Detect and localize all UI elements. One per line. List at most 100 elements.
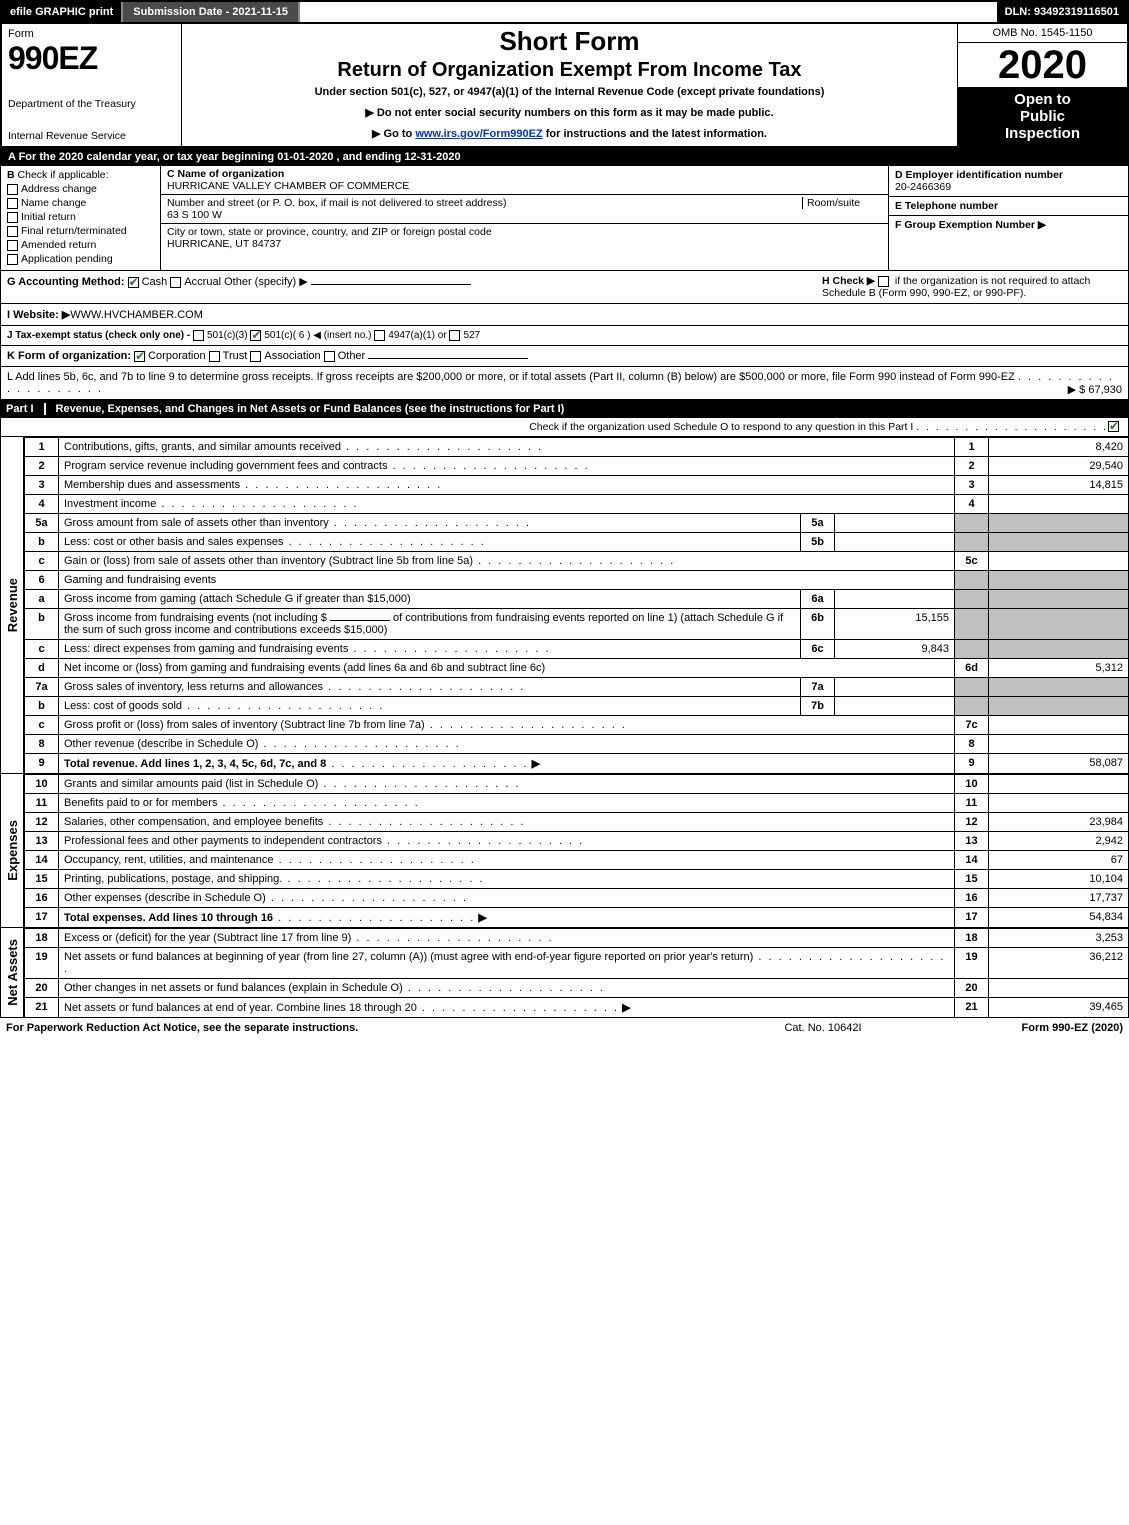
goto-link[interactable]: www.irs.gov/Form990EZ (415, 128, 542, 140)
final-checkbox[interactable] (7, 226, 18, 237)
r5c-amt (989, 552, 1129, 571)
k-trust: Trust (223, 350, 248, 362)
r2-desc: Program service revenue including govern… (59, 457, 955, 476)
r4-col: 4 (955, 495, 989, 514)
app-checkbox[interactable] (7, 254, 18, 265)
row-10: 10Grants and similar amounts paid (list … (25, 775, 1129, 794)
h-label: H Check ▶ (822, 275, 875, 287)
initial-label: Initial return (21, 211, 76, 223)
initial-checkbox[interactable] (7, 212, 18, 223)
r16-desc: Other expenses (describe in Schedule O) (59, 889, 955, 908)
expenses-vlabel: Expenses (0, 774, 24, 928)
header-left: Form 990EZ Department of the Treasury In… (2, 24, 182, 146)
h-checkbox[interactable] (878, 276, 889, 287)
row-9: 9Total revenue. Add lines 1, 2, 3, 4, 5c… (25, 754, 1129, 774)
r6d-num: d (25, 659, 59, 678)
row-5c: cGain or (loss) from sale of assets othe… (25, 552, 1129, 571)
r5a-sub: 5a (801, 514, 835, 533)
row-7a: 7aGross sales of inventory, less returns… (25, 678, 1129, 697)
row-11: 11Benefits paid to or for members11 (25, 794, 1129, 813)
row-6b: bGross income from fundraising events (n… (25, 609, 1129, 640)
e-cell: E Telephone number (889, 197, 1128, 216)
revenue-section: Revenue 1Contributions, gifts, grants, a… (0, 437, 1129, 774)
row-14: 14Occupancy, rent, utilities, and mainte… (25, 851, 1129, 870)
cash-checkbox[interactable] (128, 277, 139, 288)
r6b-gray2 (989, 609, 1129, 640)
r6a-gray2 (989, 590, 1129, 609)
top-bar: efile GRAPHIC print Submission Date - 20… (0, 0, 1129, 24)
e-label: E Telephone number (895, 200, 1122, 212)
netassets-table: 18Excess or (deficit) for the year (Subt… (24, 928, 1129, 1018)
name-checkbox[interactable] (7, 198, 18, 209)
accrual-checkbox[interactable] (170, 277, 181, 288)
r11-desc: Benefits paid to or for members (59, 794, 955, 813)
r12-desc: Salaries, other compensation, and employ… (59, 813, 955, 832)
r16-num: 16 (25, 889, 59, 908)
final-label: Final return/terminated (21, 225, 127, 237)
addr-checkbox[interactable] (7, 184, 18, 195)
row-12: 12Salaries, other compensation, and empl… (25, 813, 1129, 832)
other-blank (311, 284, 471, 285)
revenue-label: Revenue (5, 578, 20, 632)
j-501c-checkbox[interactable] (250, 330, 261, 341)
r20-amt (989, 979, 1129, 998)
row-7c: cGross profit or (loss) from sales of in… (25, 716, 1129, 735)
k-other-checkbox[interactable] (324, 351, 335, 362)
r15-num: 15 (25, 870, 59, 889)
c-label: C Name of organization (167, 168, 882, 180)
part1-header: Part I Revenue, Expenses, and Changes in… (0, 400, 1129, 418)
r1-desc: Contributions, gifts, grants, and simila… (59, 438, 955, 457)
j-527-checkbox[interactable] (449, 330, 460, 341)
r7b-gray2 (989, 697, 1129, 716)
r6a-subamt (835, 590, 955, 609)
r5b-desc: Less: cost or other basis and sales expe… (59, 533, 801, 552)
city-label: City or town, state or province, country… (167, 226, 882, 238)
form-header: Form 990EZ Department of the Treasury In… (0, 24, 1129, 148)
amended-return: Amended return (7, 239, 154, 251)
r7c-col: 7c (955, 716, 989, 735)
part1-checkbox[interactable] (1108, 421, 1119, 432)
r11-amt (989, 794, 1129, 813)
j-4947-checkbox[interactable] (374, 330, 385, 341)
r10-amt (989, 775, 1129, 794)
r6c-sub: 6c (801, 640, 835, 659)
cash-label: Cash (142, 276, 168, 288)
form-word: Form (8, 28, 175, 40)
k-assoc-checkbox[interactable] (250, 351, 261, 362)
j-501c3-checkbox[interactable] (193, 330, 204, 341)
r14-amt: 67 (989, 851, 1129, 870)
r7a-num: 7a (25, 678, 59, 697)
row-1: 1Contributions, gifts, grants, and simil… (25, 438, 1129, 457)
r4-desc: Investment income (59, 495, 955, 514)
r15-col: 15 (955, 870, 989, 889)
r7c-num: c (25, 716, 59, 735)
r6b-gray1 (955, 609, 989, 640)
under-section: Under section 501(c), 527, or 4947(a)(1)… (190, 86, 949, 98)
goto-line: ▶ Go to www.irs.gov/Form990EZ for instru… (190, 127, 949, 140)
line-j: J Tax-exempt status (check only one) - 5… (0, 326, 1129, 346)
r5a-desc: Gross amount from sale of assets other t… (59, 514, 801, 533)
r5c-desc: Gain or (loss) from sale of assets other… (59, 552, 955, 571)
r5c-num: c (25, 552, 59, 571)
r21-col: 21 (955, 998, 989, 1018)
dept-line1: Department of the Treasury (8, 98, 175, 110)
r19-desc: Net assets or fund balances at beginning… (59, 948, 955, 979)
r5b-sub: 5b (801, 533, 835, 552)
r19-num: 19 (25, 948, 59, 979)
part1-checkline: Check if the organization used Schedule … (0, 418, 1129, 437)
footer-right: Form 990-EZ (2020) (923, 1022, 1123, 1034)
k-trust-checkbox[interactable] (209, 351, 220, 362)
r7c-amt (989, 716, 1129, 735)
r21-desc: Net assets or fund balances at end of ye… (59, 998, 955, 1018)
row-4: 4Investment income4 (25, 495, 1129, 514)
section-b: B Check if applicable: Address change Na… (0, 166, 1129, 271)
r1-amt: 8,420 (989, 438, 1129, 457)
amended-checkbox[interactable] (7, 240, 18, 251)
line-g: G Accounting Method: Cash Accrual Other … (0, 271, 1129, 304)
k-corp-checkbox[interactable] (134, 351, 145, 362)
r11-num: 11 (25, 794, 59, 813)
r18-col: 18 (955, 929, 989, 948)
goto-pre: ▶ Go to (372, 128, 415, 140)
r5b-num: b (25, 533, 59, 552)
r8-num: 8 (25, 735, 59, 754)
